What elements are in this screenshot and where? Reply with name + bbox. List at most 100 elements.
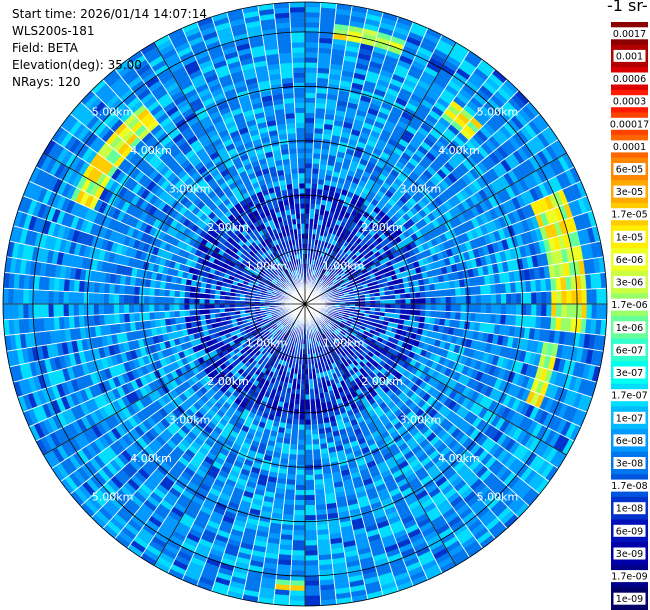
radar-gate [290,565,306,571]
radar-gate [425,303,431,311]
radar-gate [440,289,446,298]
radar-gate [294,504,306,511]
radar-gate [591,303,598,320]
radar-gate [295,469,306,476]
radar-gate [390,303,396,309]
radar-gate [440,310,446,319]
radar-gate [455,311,461,321]
radar-gate [289,590,306,597]
radar-gate [313,127,324,134]
radar-gate [304,560,319,566]
radar-gate [291,555,306,561]
radar-gate [316,72,330,79]
radar-gate [304,484,315,491]
radar-gate [505,303,512,315]
radar-gate [298,429,306,436]
radar-gate [304,178,312,184]
radar-gate [310,413,318,420]
radar-gate [311,178,319,185]
radar-gate [420,303,426,311]
radar-gate [289,585,306,592]
radar-gate [283,504,295,511]
radar-gate [304,434,313,441]
radar-gate [450,311,456,320]
radar-gate [304,172,312,179]
radar-gate [304,565,320,571]
radar-gate [311,423,319,430]
radar-gate [440,303,447,312]
radar-gate [304,132,315,139]
radar-gate [304,102,316,109]
radar-gate [541,291,547,305]
radar-gate [304,525,318,531]
radar-gate [304,47,319,53]
radar-gate [314,117,325,124]
radar-gate [291,560,306,566]
radar-gate [312,153,321,159]
radar-gate [288,459,297,465]
radar-gate [490,313,497,325]
radar-gate [535,315,542,329]
radar-gate [304,62,318,68]
radar-gate [311,173,319,180]
radar-gate [505,282,512,294]
radar-gate [470,285,477,296]
radar-gate [414,309,421,317]
radar-gate [581,303,588,319]
radar-gate [294,489,306,496]
radar-gate [315,504,327,511]
radar-gate [281,524,294,531]
radar-gate [315,102,327,109]
radar-gate [470,294,477,305]
radar-gate [450,303,457,313]
radar-gate [409,309,416,316]
radar-gate [304,590,321,597]
radar-gate [304,87,317,94]
radar-gate [293,509,306,516]
radar-gate [510,314,517,327]
radar-gate [291,545,306,551]
radar-gate [556,303,562,318]
radar-gate [304,21,320,28]
radar-gate [405,303,411,310]
radar-gate [293,408,300,415]
radar-gate [315,92,328,99]
colorbar-title: -1 sr- [607,0,648,15]
radar-gate [410,298,416,305]
radar-gate [470,303,477,314]
radar-gate [304,469,315,476]
radar-gate [304,409,311,415]
radar-gate [304,11,321,18]
radar-gate [292,540,306,546]
radar-gate [314,489,326,496]
radar-gate [304,162,313,169]
radar-gate [297,444,306,451]
radar-gate [312,454,322,460]
radar-gate [480,303,487,314]
radar-gate [304,499,316,506]
radar-gate [289,600,306,607]
radar-gate [304,77,318,83]
radar-gate [304,167,313,174]
radar-gate [304,545,319,551]
radar-gate [530,279,537,293]
info-panel: Start time: 2026/01/14 14:07:14 WLS200s-… [12,6,207,91]
radar-gate [495,303,502,315]
radar-gate [601,303,608,320]
radar-gate [292,535,306,541]
radar-gate [304,208,311,214]
radar-gate [286,469,297,476]
radar-gate [311,428,319,435]
radar-gate [475,285,482,296]
radar-gate [500,314,507,326]
radar-gate [298,419,306,425]
radar-gate [531,303,537,317]
radar-gate [586,303,593,320]
radar-gate [304,112,316,119]
radar-gate [566,303,572,319]
radar-gate [435,303,442,312]
radar-gate [280,534,294,541]
radar-gate [304,540,318,546]
radar-gate [414,291,421,299]
